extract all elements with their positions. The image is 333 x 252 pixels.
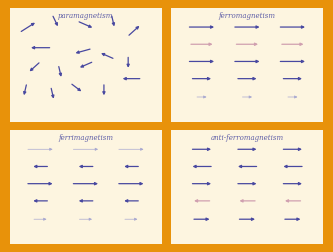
Text: anti-ferromagnetism: anti-ferromagnetism — [211, 134, 284, 142]
Text: ferrimagnetism: ferrimagnetism — [58, 134, 113, 142]
Text: ferromagnetism: ferromagnetism — [219, 12, 276, 20]
Text: paramagnetism: paramagnetism — [58, 12, 114, 20]
